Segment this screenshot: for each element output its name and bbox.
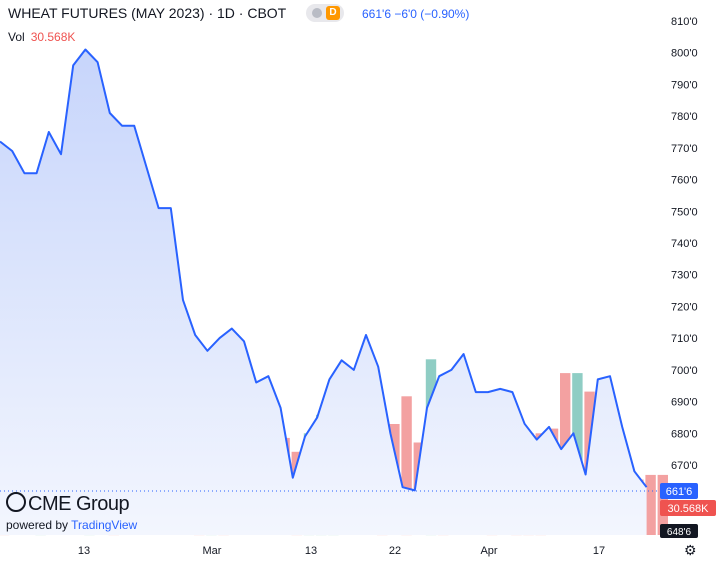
bottom-price-tag <box>660 524 698 538</box>
price-axis[interactable]: 810'0 800'0 790'0 780'0 770'0 760'0 750'0 740'0… <box>671 16 698 472</box>
price-change-quote: 661'6 −6'0 (−0.90%) <box>362 7 470 21</box>
volume-bar <box>645 474 656 535</box>
price-tick-label: 680'0 <box>671 428 698 440</box>
price-area-fill <box>0 49 647 535</box>
powered-by-label: powered by <box>6 518 69 532</box>
time-tick-label: Mar <box>203 545 222 557</box>
price-tick-label: 750'0 <box>671 206 698 218</box>
cme-logo-icon <box>6 492 26 512</box>
price-tick-label: 710'0 <box>671 333 698 345</box>
price-tick-label: 810'0 <box>671 16 698 28</box>
time-tick-label: 13 <box>305 545 317 557</box>
brand-name: CME Group <box>28 493 130 515</box>
last-price-tag <box>660 483 698 499</box>
last-volume-tag <box>660 500 716 516</box>
time-tick-label: 17 <box>593 545 605 557</box>
price-tick-label: 760'0 <box>671 175 698 187</box>
time-axis[interactable]: 13 Mar 13 22 Apr 17 <box>78 545 605 557</box>
axis-price-labels: 661'6 30.568K 648'6 <box>660 483 716 538</box>
price-line <box>0 48 648 492</box>
price-tick-label: 690'0 <box>671 397 698 409</box>
last-price-text: 661'6 <box>666 486 693 498</box>
watermark: CME Group powered by TradingView <box>6 492 137 532</box>
volume-bar <box>401 396 412 536</box>
price-tick-label: 770'0 <box>671 143 698 155</box>
bottom-price-text: 648'6 <box>667 527 692 538</box>
price-tick-label: 740'0 <box>671 238 698 250</box>
price-tick-label: 790'0 <box>671 79 698 91</box>
time-tick-label: 22 <box>389 545 401 557</box>
price-tick-label: 730'0 <box>671 270 698 282</box>
price-tick-label: 720'0 <box>671 301 698 313</box>
price-tick-label: 780'0 <box>671 111 698 123</box>
time-tick-label: 13 <box>78 545 90 557</box>
last-volume-text: 30.568K <box>668 503 710 515</box>
interval-badge: D <box>326 6 340 20</box>
volume-label: Vol <box>8 30 25 44</box>
tradingview-label: TradingView <box>71 518 138 532</box>
settings-gear-icon[interactable]: ⚙ <box>684 542 697 558</box>
time-tick-label: Apr <box>480 545 497 557</box>
volume-value: 30.568K <box>30 30 76 44</box>
symbol-title[interactable]: WHEAT FUTURES (MAY 2023) · 1D · CBOT <box>8 5 287 21</box>
price-tick-label: 700'0 <box>671 365 698 377</box>
market-status-pill[interactable]: D <box>306 4 344 22</box>
status-dot-icon <box>312 8 322 18</box>
price-tick-label: 800'0 <box>671 48 698 60</box>
price-tick-label: 670'0 <box>671 460 698 472</box>
volume-legend[interactable]: Vol 30.568K <box>8 30 75 44</box>
